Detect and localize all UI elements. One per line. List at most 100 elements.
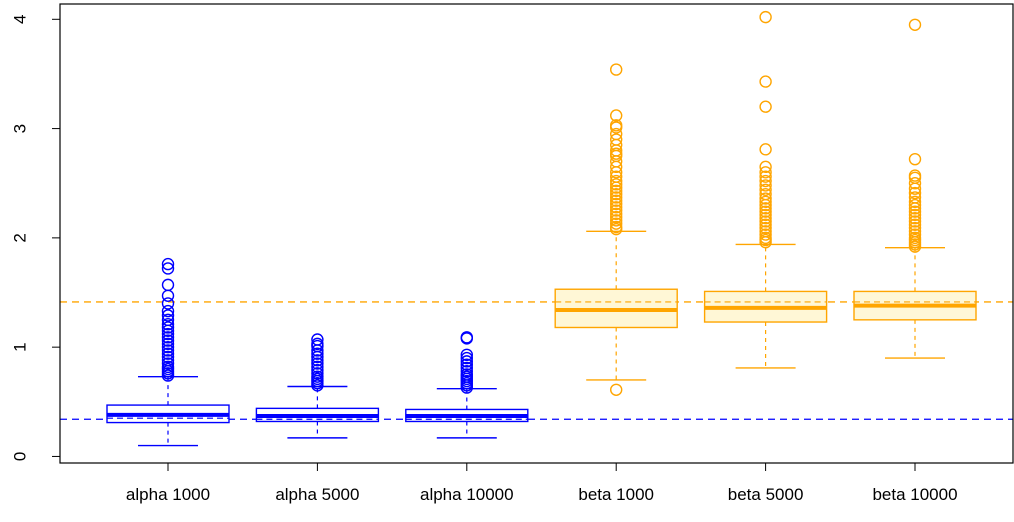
outlier-point <box>610 178 623 191</box>
outlier-point <box>759 187 772 201</box>
x-tick-label: alpha 1000 <box>126 485 210 504</box>
x-tick-label: alpha 5000 <box>275 485 359 504</box>
outlier-point <box>161 331 175 344</box>
outlier-point <box>908 195 922 209</box>
outlier-point <box>908 18 922 31</box>
outlier-point <box>460 368 473 381</box>
outlier-point <box>759 205 772 218</box>
outlier-point <box>908 169 922 182</box>
outlier-point <box>759 228 772 241</box>
outlier-point <box>460 331 473 344</box>
outlier-point <box>908 211 922 225</box>
outlier-point <box>908 225 922 238</box>
outlier-point <box>759 179 772 192</box>
outlier-point <box>759 160 772 174</box>
outlier-point <box>311 337 324 351</box>
outlier-point <box>161 337 175 351</box>
plot-frame <box>59 3 1014 464</box>
outlier-point <box>908 208 922 222</box>
y-tick-label: 1 <box>11 342 30 351</box>
box-beta-5000 <box>703 10 828 369</box>
outlier-point <box>610 170 623 183</box>
outlier-point <box>908 152 922 166</box>
outlier-point <box>759 166 772 179</box>
outlier-point <box>759 211 772 225</box>
outlier-point <box>610 109 623 122</box>
outlier-point <box>610 210 623 224</box>
outlier-point <box>311 357 324 370</box>
outlier-point <box>161 360 175 374</box>
outlier-point <box>161 354 175 367</box>
outlier-point <box>161 262 175 275</box>
outlier-point <box>610 217 623 230</box>
outlier-point <box>161 344 175 357</box>
outlier-point <box>610 194 623 207</box>
outlier-point <box>759 202 772 215</box>
outlier-point <box>908 215 922 228</box>
outlier-point <box>161 357 175 370</box>
outlier-point <box>759 195 772 209</box>
outlier-point <box>759 221 772 235</box>
x-axis: alpha 1000 alpha 5000 alpha 10000 beta 1000… <box>126 463 958 504</box>
outlier-point <box>311 360 324 374</box>
outlier-point <box>759 10 772 24</box>
outlier-point <box>460 361 473 375</box>
y-tick-label: 0 <box>11 452 30 461</box>
box-alpha-10000 <box>405 331 529 439</box>
outlier-point <box>311 333 324 346</box>
outlier-point <box>311 363 324 377</box>
outlier-point <box>610 191 623 204</box>
outlier-point <box>759 183 772 196</box>
outlier-point <box>610 220 623 234</box>
outlier-point <box>460 358 473 371</box>
outlier-point <box>610 174 623 188</box>
outlier-point <box>759 100 772 113</box>
outlier-point <box>311 367 324 380</box>
outlier-point <box>610 63 623 76</box>
outlier-point <box>759 231 772 245</box>
boxplot-series <box>106 10 977 447</box>
outlier-point <box>759 75 772 88</box>
x-tick-label: beta 10000 <box>872 485 957 504</box>
outlier-point <box>759 215 772 228</box>
outlier-point <box>610 127 623 141</box>
outlier-point <box>908 198 922 212</box>
outlier-point <box>908 205 922 218</box>
outlier-point <box>311 347 324 360</box>
outlier-point <box>908 228 922 241</box>
outlier-point <box>610 197 623 211</box>
outlier-point <box>759 218 772 231</box>
outlier-point <box>759 174 772 188</box>
outlier-point <box>908 186 922 200</box>
y-tick-label: 3 <box>11 124 30 133</box>
outlier-point <box>161 334 175 347</box>
outlier-point <box>908 221 922 235</box>
outlier-point <box>161 289 175 302</box>
outlier-point <box>610 119 623 132</box>
outlier-point <box>161 309 175 322</box>
outlier-point <box>161 340 175 354</box>
outlier-point <box>610 187 623 201</box>
outlier-point <box>759 225 772 238</box>
outlier-point <box>759 170 772 183</box>
outlier-point <box>610 383 623 396</box>
outlier-point <box>610 201 623 214</box>
box-alpha-5000 <box>255 333 380 439</box>
outlier-point <box>908 177 922 190</box>
box-beta-1000 <box>554 63 678 396</box>
outlier-point <box>460 348 473 362</box>
outlier-point <box>759 208 772 222</box>
outlier-point <box>311 354 324 367</box>
outlier-point <box>161 257 175 271</box>
outlier-point <box>161 304 175 318</box>
outlier-point <box>610 184 623 198</box>
y-axis: 0 1 2 3 4 <box>11 15 61 461</box>
outlier-point <box>610 204 623 217</box>
outlier-point <box>161 350 175 364</box>
outlier-point <box>460 351 473 365</box>
x-tick-label: alpha 10000 <box>420 485 514 504</box>
outlier-point <box>161 318 175 331</box>
outlier-point <box>610 207 623 221</box>
outlier-point <box>161 347 175 360</box>
outlier-point <box>161 297 175 310</box>
